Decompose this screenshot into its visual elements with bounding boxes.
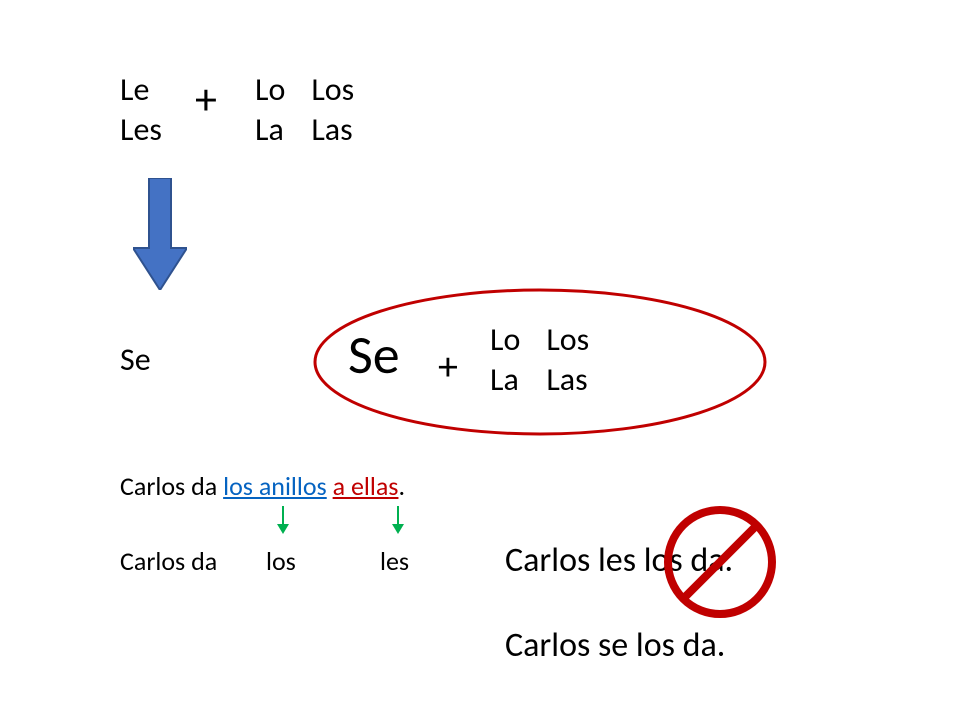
red-ellipse-icon — [310, 284, 770, 440]
se-result: Se — [120, 340, 151, 379]
prohibit-icon — [660, 502, 780, 622]
ex1-blue: los anillos — [223, 470, 327, 502]
indirect-les: Les — [120, 110, 162, 150]
direct-los: Los — [311, 70, 354, 110]
correct-sentence: Carlos se los da. — [505, 625, 725, 666]
direct-la: La — [255, 110, 285, 150]
direct-las: Las — [311, 110, 354, 150]
green-arrow-2-icon — [391, 506, 405, 534]
direct-lo: Lo — [255, 70, 285, 110]
indirect-le: Le — [120, 70, 162, 110]
ex2-los: los — [266, 545, 296, 577]
plus-sign-top: + — [195, 72, 217, 126]
ex2-les: les — [380, 545, 409, 577]
example-line1: Carlos da los anillos a ellas. — [120, 470, 405, 502]
down-arrow-icon — [133, 178, 187, 290]
ex1-red: a ellas — [333, 470, 399, 502]
ex1-plain2: . — [398, 470, 405, 502]
ex2-plain: Carlos da — [120, 545, 217, 577]
green-arrow-1-icon — [276, 506, 290, 534]
ex1-plain1: Carlos da — [120, 470, 223, 502]
